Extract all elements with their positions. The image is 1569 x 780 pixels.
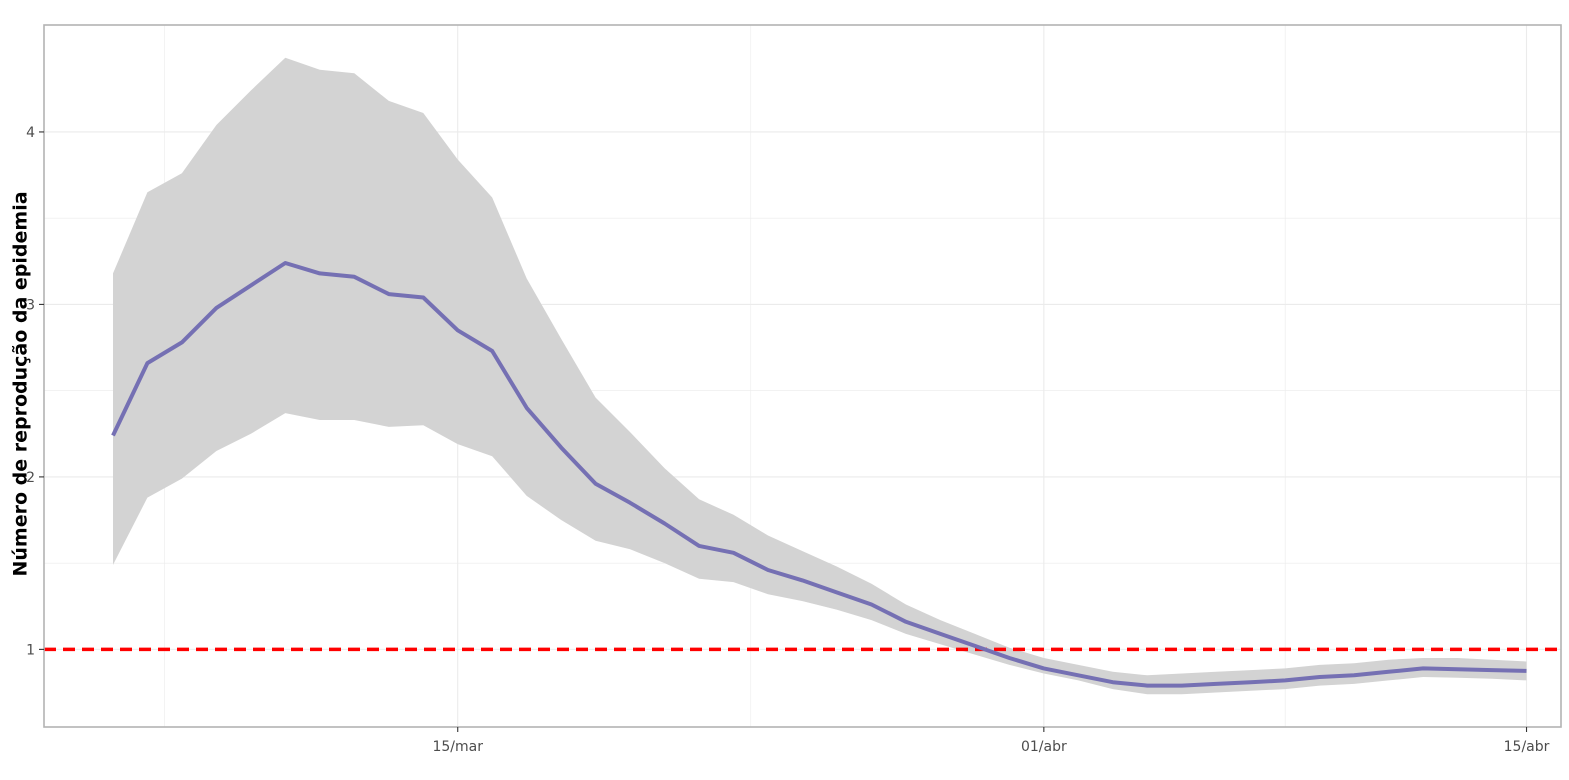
confidence-band-layer — [113, 57, 1527, 695]
confidence-band — [113, 57, 1527, 695]
y-tick-label: 4 — [26, 125, 35, 141]
y-tick-label: 3 — [26, 297, 35, 313]
x-tick-label: 01/abr — [1021, 739, 1067, 755]
y-tick-label: 1 — [26, 642, 35, 658]
y-tick-label: 2 — [26, 470, 35, 486]
estimate-line — [111, 261, 1527, 688]
y-axis-title: Número de reprodução da epidemia — [10, 191, 32, 576]
x-tick-label: 15/mar — [432, 739, 483, 755]
estimate-line-layer — [111, 261, 1527, 688]
x-tick-label: 15/abr — [1504, 739, 1550, 755]
panel-frame — [43, 24, 1562, 728]
axis-ticks: 1 2 3 4 15/mar 01/abr 15/abr — [26, 125, 1550, 755]
